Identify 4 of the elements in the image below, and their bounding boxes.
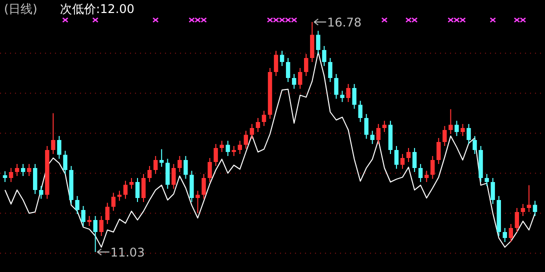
annotation: 11.03	[110, 246, 145, 260]
annotation: 16.78	[327, 16, 362, 30]
legend: 次低价:12.00	[60, 2, 134, 16]
chart-title: (日线)	[4, 2, 38, 16]
